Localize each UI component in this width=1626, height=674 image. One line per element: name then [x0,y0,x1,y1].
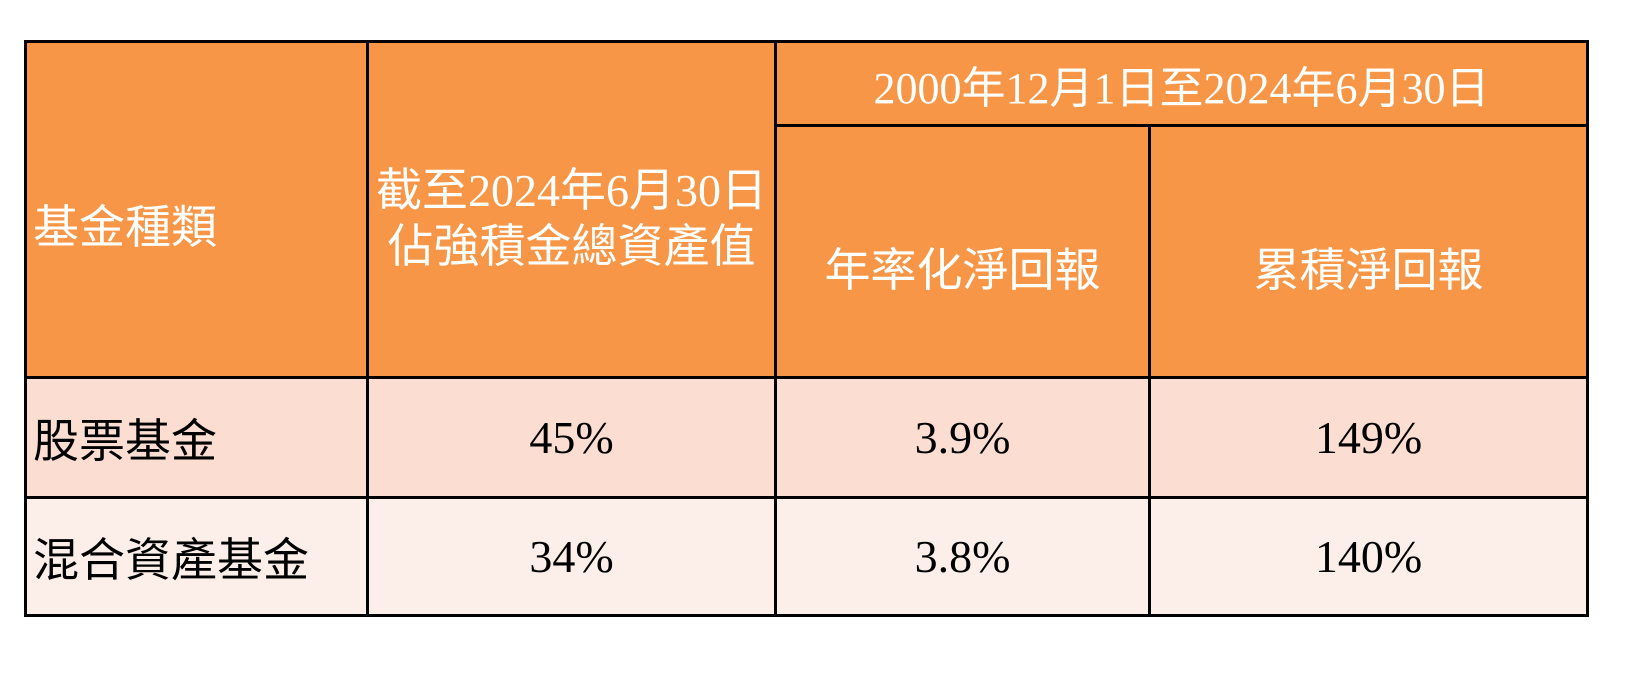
header-annualized-return: 年率化淨回報 [774,124,1151,379]
row-fund-type: 股票基金 [24,376,369,499]
row-fund-type: 混合資產基金 [24,496,369,617]
row-asset-share: 45% [366,376,777,499]
header-asset-share-line1: 截至2024年6月30日 [376,165,767,216]
header-period: 2000年12月1日至2024年6月30日 [774,40,1589,127]
header-asset-share: 截至2024年6月30日 佔強積金總資產值 [366,40,777,379]
row-cumulative-return: 149% [1148,376,1589,499]
table-row: 混合資產基金 34% 3.8% 140% [24,496,1589,617]
header-cumulative-return: 累積淨回報 [1148,124,1589,379]
mpf-fund-returns-table: 基金種類 截至2024年6月30日 佔強積金總資產值 2000年12月1日至20… [24,40,1589,617]
table-row: 股票基金 45% 3.9% 149% [24,376,1589,499]
header-fund-type: 基金種類 [24,40,369,379]
header-asset-share-line2: 佔強積金總資產值 [387,221,756,272]
row-asset-share: 34% [366,496,777,617]
row-annualized-return: 3.9% [774,376,1151,499]
row-cumulative-return: 140% [1148,496,1589,617]
row-annualized-return: 3.8% [774,496,1151,617]
